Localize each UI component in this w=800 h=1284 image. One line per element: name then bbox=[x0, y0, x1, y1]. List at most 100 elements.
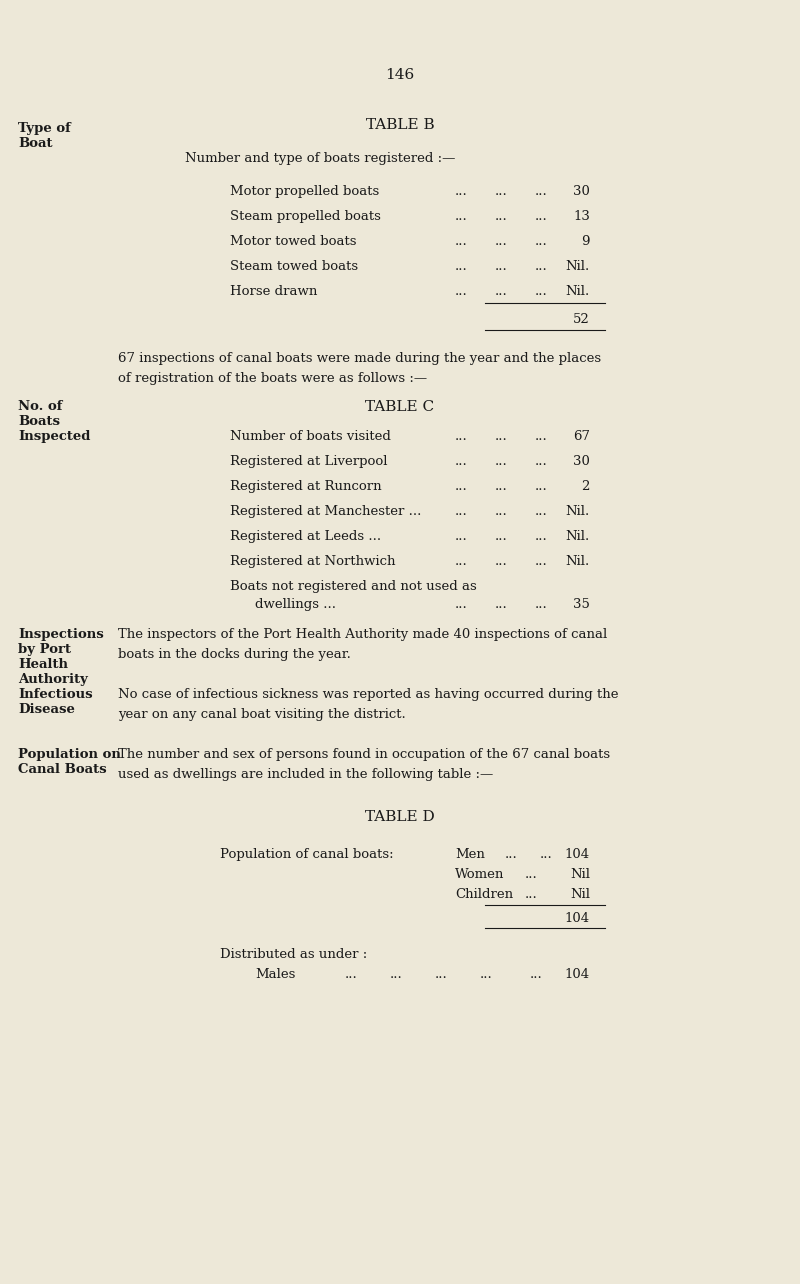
Text: ...: ... bbox=[455, 480, 468, 493]
Text: ...: ... bbox=[535, 505, 548, 517]
Text: ...: ... bbox=[535, 455, 548, 467]
Text: ...: ... bbox=[535, 285, 548, 298]
Text: 35: 35 bbox=[573, 598, 590, 611]
Text: 104: 104 bbox=[565, 847, 590, 862]
Text: Nil.: Nil. bbox=[566, 505, 590, 517]
Text: ...: ... bbox=[495, 259, 508, 273]
Text: ...: ... bbox=[495, 555, 508, 568]
Text: Inspections
by Port
Health
Authority: Inspections by Port Health Authority bbox=[18, 628, 104, 686]
Text: Nil.: Nil. bbox=[566, 530, 590, 543]
Text: ...: ... bbox=[495, 480, 508, 493]
Text: of registration of the boats were as follows :—: of registration of the boats were as fol… bbox=[118, 372, 427, 385]
Text: 30: 30 bbox=[573, 185, 590, 198]
Text: Infectious
Disease: Infectious Disease bbox=[18, 688, 93, 716]
Text: ...: ... bbox=[530, 968, 542, 981]
Text: ...: ... bbox=[525, 889, 538, 901]
Text: ...: ... bbox=[455, 455, 468, 467]
Text: Men: Men bbox=[455, 847, 485, 862]
Text: 146: 146 bbox=[386, 68, 414, 82]
Text: 104: 104 bbox=[565, 912, 590, 924]
Text: ...: ... bbox=[390, 968, 402, 981]
Text: ...: ... bbox=[495, 185, 508, 198]
Text: ...: ... bbox=[535, 598, 548, 611]
Text: 67 inspections of canal boats were made during the year and the places: 67 inspections of canal boats were made … bbox=[118, 352, 601, 365]
Text: ...: ... bbox=[455, 530, 468, 543]
Text: Nil.: Nil. bbox=[566, 285, 590, 298]
Text: Number and type of boats registered :—: Number and type of boats registered :— bbox=[185, 152, 455, 166]
Text: ...: ... bbox=[505, 847, 518, 862]
Text: Nil: Nil bbox=[570, 889, 590, 901]
Text: Nil: Nil bbox=[570, 868, 590, 881]
Text: ...: ... bbox=[495, 455, 508, 467]
Text: ...: ... bbox=[495, 598, 508, 611]
Text: ...: ... bbox=[455, 505, 468, 517]
Text: Registered at Northwich: Registered at Northwich bbox=[230, 555, 395, 568]
Text: Registered at Manchester ...: Registered at Manchester ... bbox=[230, 505, 422, 517]
Text: ...: ... bbox=[455, 285, 468, 298]
Text: 104: 104 bbox=[565, 968, 590, 981]
Text: ...: ... bbox=[435, 968, 448, 981]
Text: ...: ... bbox=[455, 555, 468, 568]
Text: ...: ... bbox=[540, 847, 553, 862]
Text: Males: Males bbox=[255, 968, 295, 981]
Text: Boats not registered and not used as: Boats not registered and not used as bbox=[230, 580, 477, 593]
Text: ...: ... bbox=[535, 211, 548, 223]
Text: The inspectors of the Port Health Authority made 40 inspections of canal: The inspectors of the Port Health Author… bbox=[118, 628, 607, 641]
Text: ...: ... bbox=[345, 968, 358, 981]
Text: 30: 30 bbox=[573, 455, 590, 467]
Text: ...: ... bbox=[495, 285, 508, 298]
Text: ...: ... bbox=[495, 211, 508, 223]
Text: ...: ... bbox=[535, 185, 548, 198]
Text: The number and sex of persons found in occupation of the 67 canal boats: The number and sex of persons found in o… bbox=[118, 749, 610, 761]
Text: dwellings ...: dwellings ... bbox=[255, 598, 336, 611]
Text: ...: ... bbox=[535, 259, 548, 273]
Text: ...: ... bbox=[495, 530, 508, 543]
Text: ...: ... bbox=[480, 968, 493, 981]
Text: ...: ... bbox=[495, 505, 508, 517]
Text: Nil.: Nil. bbox=[566, 259, 590, 273]
Text: Children: Children bbox=[455, 889, 513, 901]
Text: ...: ... bbox=[455, 430, 468, 443]
Text: No. of
Boats
Inspected: No. of Boats Inspected bbox=[18, 401, 90, 443]
Text: ...: ... bbox=[495, 235, 508, 248]
Text: ...: ... bbox=[455, 185, 468, 198]
Text: ...: ... bbox=[535, 480, 548, 493]
Text: TABLE B: TABLE B bbox=[366, 118, 434, 132]
Text: year on any canal boat visiting the district.: year on any canal boat visiting the dist… bbox=[118, 707, 406, 722]
Text: Registered at Leeds ...: Registered at Leeds ... bbox=[230, 530, 381, 543]
Text: ...: ... bbox=[535, 530, 548, 543]
Text: Population of canal boats:: Population of canal boats: bbox=[220, 847, 394, 862]
Text: Type of
Boat: Type of Boat bbox=[18, 122, 70, 150]
Text: 2: 2 bbox=[582, 480, 590, 493]
Text: Women: Women bbox=[455, 868, 504, 881]
Text: ...: ... bbox=[455, 259, 468, 273]
Text: 67: 67 bbox=[573, 430, 590, 443]
Text: Distributed as under :: Distributed as under : bbox=[220, 948, 367, 960]
Text: Steam propelled boats: Steam propelled boats bbox=[230, 211, 381, 223]
Text: ...: ... bbox=[455, 598, 468, 611]
Text: 13: 13 bbox=[573, 211, 590, 223]
Text: used as dwellings are included in the following table :—: used as dwellings are included in the fo… bbox=[118, 768, 494, 781]
Text: ...: ... bbox=[455, 211, 468, 223]
Text: Motor propelled boats: Motor propelled boats bbox=[230, 185, 379, 198]
Text: TABLE D: TABLE D bbox=[365, 810, 435, 824]
Text: Steam towed boats: Steam towed boats bbox=[230, 259, 358, 273]
Text: Number of boats visited: Number of boats visited bbox=[230, 430, 391, 443]
Text: Motor towed boats: Motor towed boats bbox=[230, 235, 357, 248]
Text: ...: ... bbox=[495, 430, 508, 443]
Text: No case of infectious sickness was reported as having occurred during the: No case of infectious sickness was repor… bbox=[118, 688, 618, 701]
Text: 9: 9 bbox=[582, 235, 590, 248]
Text: Nil.: Nil. bbox=[566, 555, 590, 568]
Text: ...: ... bbox=[525, 868, 538, 881]
Text: ...: ... bbox=[535, 235, 548, 248]
Text: Registered at Liverpool: Registered at Liverpool bbox=[230, 455, 387, 467]
Text: Registered at Runcorn: Registered at Runcorn bbox=[230, 480, 382, 493]
Text: 52: 52 bbox=[574, 313, 590, 326]
Text: boats in the docks during the year.: boats in the docks during the year. bbox=[118, 648, 351, 661]
Text: ...: ... bbox=[535, 430, 548, 443]
Text: TABLE C: TABLE C bbox=[366, 401, 434, 413]
Text: Population on
Canal Boats: Population on Canal Boats bbox=[18, 749, 121, 776]
Text: ...: ... bbox=[535, 555, 548, 568]
Text: ...: ... bbox=[455, 235, 468, 248]
Text: Horse drawn: Horse drawn bbox=[230, 285, 318, 298]
